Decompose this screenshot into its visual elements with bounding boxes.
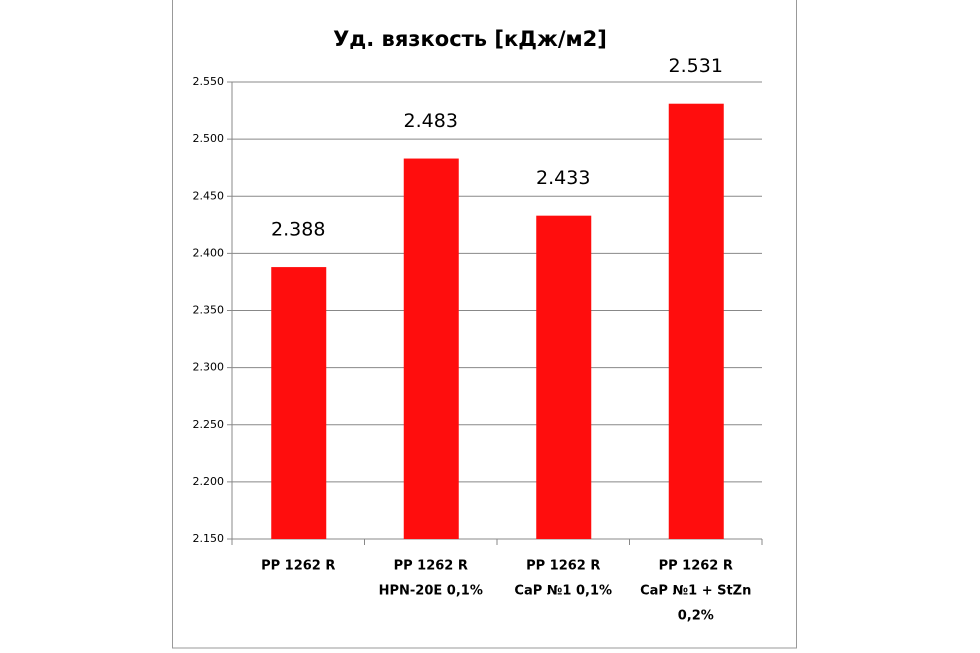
y-tick-label: 2.250	[193, 418, 225, 431]
x-tick-label: 0,2%	[678, 609, 714, 624]
value-label: 2.483	[404, 110, 458, 132]
x-tick-label: PP 1262 R	[526, 559, 600, 574]
y-tick-label: 2.500	[193, 132, 225, 145]
bar	[536, 215, 592, 540]
value-label: 2.531	[669, 55, 723, 77]
x-tick-label: HPN-20E 0,1%	[379, 584, 483, 599]
x-tick-label: PP 1262 R	[394, 559, 468, 574]
value-label: 2.388	[271, 219, 325, 241]
x-tick-label: PP 1262 R	[659, 559, 733, 574]
y-tick-label: 2.550	[193, 75, 225, 88]
x-tick-label: CaP №1 + StZn	[640, 584, 751, 599]
bar	[403, 158, 459, 540]
bar	[668, 103, 724, 540]
x-tick-label: CaP №1 0,1%	[514, 584, 612, 599]
y-tick-label: 2.300	[193, 361, 225, 374]
y-tick-label: 2.150	[193, 532, 225, 545]
y-tick-label: 2.450	[193, 189, 225, 202]
bar	[271, 267, 327, 539]
y-tick-label: 2.350	[193, 304, 225, 317]
chart-title: Уд. вязкость [кДж/м2]	[333, 27, 607, 51]
y-tick-label: 2.200	[193, 475, 225, 488]
x-tick-label: PP 1262 R	[261, 559, 335, 574]
y-tick-label: 2.400	[193, 246, 225, 259]
value-label: 2.433	[536, 167, 590, 189]
